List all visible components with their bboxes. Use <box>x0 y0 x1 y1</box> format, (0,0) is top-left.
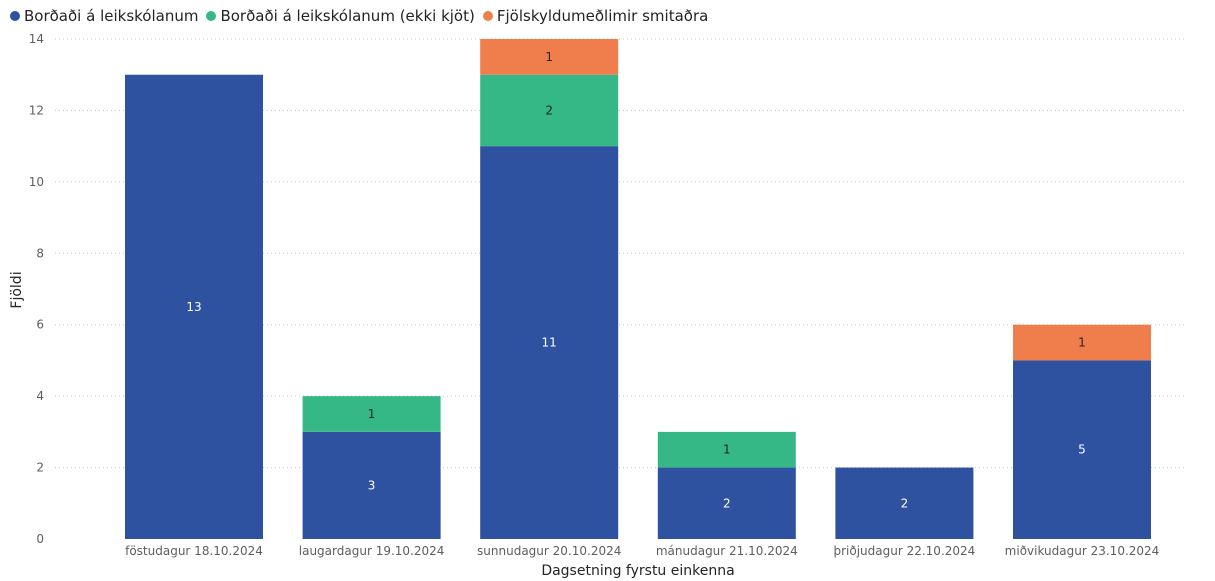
bars <box>125 39 1151 539</box>
x-tick-label: miðvikudagur 23.10.2024 <box>1005 544 1160 558</box>
data-label: 1 <box>368 407 376 421</box>
legend-label: Borðaði á leikskólanum <box>24 7 199 25</box>
bar-segment[interactable] <box>835 467 974 539</box>
x-tick-label: mánudagur 21.10.2024 <box>656 544 798 558</box>
data-label: 2 <box>723 496 731 510</box>
bar-segment[interactable] <box>657 431 796 468</box>
data-label: 1 <box>723 443 731 457</box>
bar-segment[interactable] <box>657 467 796 539</box>
y-axis-ticks: 0 2 4 6 8 10 12 14 <box>29 32 44 546</box>
bar-segment[interactable] <box>1013 360 1151 539</box>
legend-marker <box>206 11 217 21</box>
y-tick-label: 14 <box>29 32 44 46</box>
legend-marker <box>10 11 20 21</box>
legend-label: Borðaði á leikskólanum (ekki kjöt) <box>220 7 475 25</box>
y-tick-label: 10 <box>29 175 44 189</box>
y-tick-label: 12 <box>29 103 44 117</box>
y-tick-label: 0 <box>36 532 44 546</box>
data-label: 2 <box>901 496 909 510</box>
y-axis-title: Fjöldi <box>9 271 25 308</box>
bar-segment[interactable] <box>480 39 619 75</box>
bar-segment[interactable] <box>125 74 263 539</box>
bar-segment[interactable] <box>480 74 619 147</box>
legend-label: Fjölskyldumeðlimir smitaðra <box>496 7 709 25</box>
x-tick-label: sunnudagur 20.10.2024 <box>477 544 621 558</box>
data-label: 2 <box>545 103 553 117</box>
x-axis-ticks: föstudagur 18.10.2024 laugardagur 19.10.2… <box>125 544 1159 558</box>
legend-item[interactable]: Borðaði á leikskólanum (ekki kjöt) <box>206 7 475 25</box>
bar-segment[interactable] <box>302 396 441 432</box>
data-label: 13 <box>186 300 201 314</box>
data-label: 5 <box>1078 443 1086 457</box>
bar-segment[interactable] <box>480 146 619 539</box>
legend-item[interactable]: Fjölskyldumeðlimir smitaðra <box>482 7 709 25</box>
y-tick-label: 2 <box>36 461 44 475</box>
data-label: 3 <box>368 478 376 492</box>
y-tick-label: 6 <box>36 318 44 332</box>
y-tick-label: 4 <box>36 389 44 403</box>
data-label: 1 <box>545 50 553 64</box>
legend-item[interactable]: Borðaði á leikskólanum <box>10 7 198 25</box>
bar-segment[interactable] <box>1013 324 1151 361</box>
chart-legend: Borðaði á leikskólanum Borðaði á leikskól… <box>10 5 708 27</box>
x-axis-title: Dagsetning fyrstu einkenna <box>541 563 734 579</box>
x-tick-label: föstudagur 18.10.2024 <box>125 544 263 558</box>
legend-marker <box>482 11 493 21</box>
x-tick-label: laugardagur 19.10.2024 <box>299 544 445 558</box>
data-label: 11 <box>542 336 557 350</box>
data-label: 1 <box>1078 336 1086 350</box>
y-tick-label: 8 <box>36 246 44 260</box>
bar-segment[interactable] <box>302 431 441 539</box>
x-tick-label: þriðjudagur 22.10.2024 <box>833 544 975 558</box>
